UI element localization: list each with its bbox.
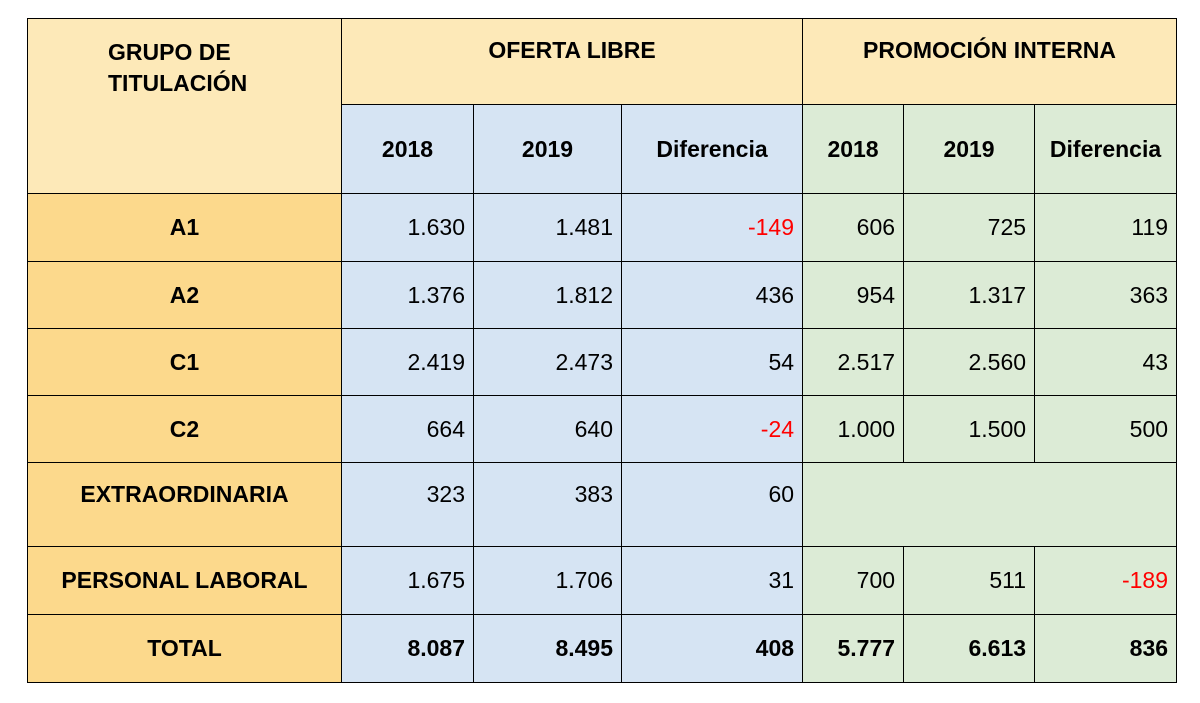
row-label: A1	[27, 193, 342, 262]
oferta-diferencia-cell: 31	[620, 546, 804, 615]
oferta-2019-cell: 2.473	[473, 328, 622, 396]
oferta-2018-cell: 2.419	[341, 328, 474, 396]
oferta-diferencia-cell: -149	[620, 193, 804, 262]
promocion-diferencia-cell: 836	[1034, 614, 1178, 683]
oferta-diferencia-cell: 408	[620, 614, 804, 683]
promocion-diferencia-cell: 43	[1034, 328, 1178, 396]
promocion-2018-header: 2018	[802, 104, 905, 194]
row-label: EXTRAORDINARIA	[27, 462, 342, 547]
row-label: PERSONAL LABORAL	[27, 546, 342, 615]
promocion-diferencia-header: Diferencia	[1034, 104, 1178, 194]
oferta-2018-cell: 323	[341, 462, 474, 547]
promocion-diferencia-cell: 119	[1034, 193, 1178, 262]
header-row-groups: GRUPO DE TITULACIÓN OFERTA LIBRE PROMOCI…	[27, 18, 1178, 194]
oferta-diferencia-cell: 54	[620, 328, 804, 396]
promocion-2018-cell: 1.000	[802, 395, 905, 463]
oferta-2019-header: 2019	[473, 104, 622, 194]
oferta-libre-header: OFERTA LIBRE	[340, 18, 804, 105]
promocion-2019-header: 2019	[903, 104, 1036, 194]
row-label: C1	[27, 328, 342, 396]
promocion-diferencia-cell: 500	[1034, 395, 1178, 463]
promocion-2019-cell: 6.613	[903, 614, 1036, 683]
promocion-diferencia-cell: -189	[1034, 546, 1178, 615]
grupo-titulacion-header: GRUPO DE TITULACIÓN	[27, 18, 342, 194]
promocion-interna-header: PROMOCIÓN INTERNA	[802, 18, 1178, 105]
oferta-empleo-table: GRUPO DE TITULACIÓN OFERTA LIBRE PROMOCI…	[27, 18, 1178, 683]
grupo-line-1: GRUPO DE	[108, 39, 231, 65]
promocion-2019-cell: 1.500	[903, 395, 1036, 463]
promocion-2019-cell: 725	[903, 193, 1036, 262]
oferta-2019-cell: 1.812	[473, 261, 622, 329]
promocion-diferencia-cell: 363	[1034, 261, 1178, 329]
promocion-2018-cell: 700	[802, 546, 905, 615]
header-row-years: 2018 2019 Diferencia 2018 2019 Diferenci…	[28, 104, 1178, 194]
oferta-2018-cell: 8.087	[341, 614, 474, 683]
oferta-2018-cell: 664	[341, 395, 474, 463]
oferta-2019-cell: 8.495	[473, 614, 622, 683]
total-row: TOTAL 8.087 8.495 408 5.777 6.613 836	[27, 614, 1178, 683]
promocion-2018-cell: 5.777	[802, 614, 905, 683]
promocion-2019-cell: 1.317	[903, 261, 1036, 329]
grupo-line-2: TITULACIÓN	[108, 70, 248, 96]
oferta-diferencia-header: Diferencia	[620, 104, 804, 194]
oferta-2018-header: 2018	[341, 104, 474, 194]
promocion-2018-cell: 606	[802, 193, 905, 262]
promocion-2018-cell: 954	[802, 261, 905, 329]
oferta-2019-cell: 640	[473, 395, 622, 463]
promocion-2018-cell: 2.517	[802, 328, 905, 396]
promocion-2019-cell: 511	[903, 546, 1036, 615]
oferta-2018-cell: 1.376	[341, 261, 474, 329]
table-row: A2 1.376 1.812 436 954 1.317 363	[27, 261, 1178, 329]
table-row: EXTRAORDINARIA 323 383 60	[27, 462, 1178, 547]
oferta-diferencia-cell: 60	[620, 462, 804, 547]
table-row: PERSONAL LABORAL 1.675 1.706 31 700 511 …	[27, 546, 1178, 615]
oferta-2019-cell: 1.706	[473, 546, 622, 615]
row-label: A2	[27, 261, 342, 329]
oferta-2018-cell: 1.630	[341, 193, 474, 262]
table-row: C2 664 640 -24 1.000 1.500 500	[27, 395, 1178, 463]
oferta-2019-cell: 1.481	[473, 193, 622, 262]
oferta-2019-cell: 383	[473, 462, 622, 547]
table-row: A1 1.630 1.481 -149 606 725 119	[27, 193, 1178, 262]
promocion-empty-cell	[802, 462, 1178, 547]
table-row: C1 2.419 2.473 54 2.517 2.560 43	[27, 328, 1178, 396]
row-label: C2	[27, 395, 342, 463]
row-label: TOTAL	[27, 614, 342, 683]
oferta-diferencia-cell: -24	[620, 395, 804, 463]
promocion-2019-cell: 2.560	[903, 328, 1036, 396]
oferta-diferencia-cell: 436	[620, 261, 804, 329]
oferta-2018-cell: 1.675	[341, 546, 474, 615]
